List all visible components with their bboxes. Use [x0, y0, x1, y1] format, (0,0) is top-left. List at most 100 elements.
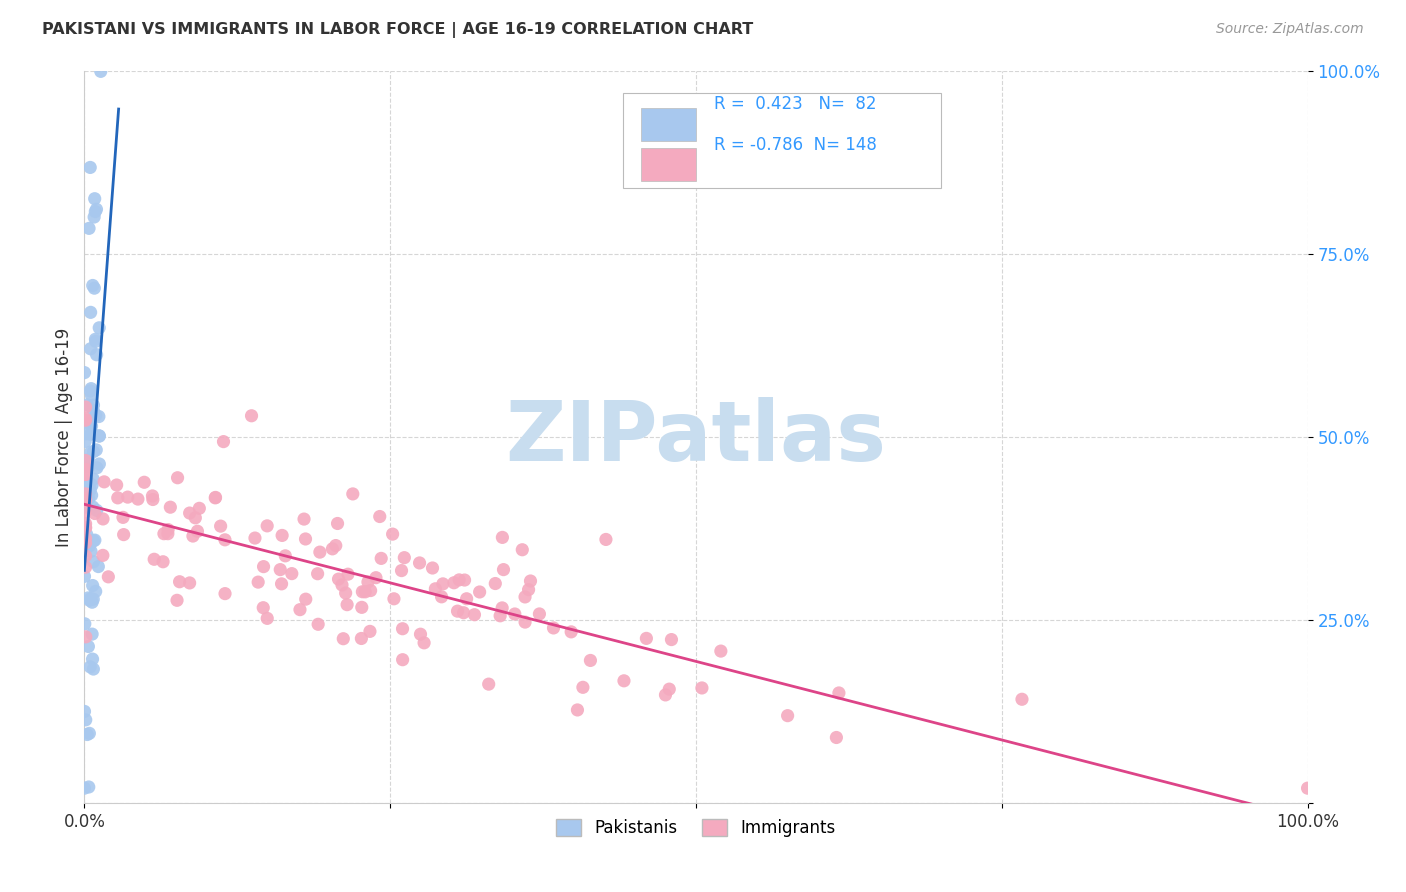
Point [517, 582, 540, 597]
Point [89, 429, 111, 443]
Point [484, 576, 506, 591]
Point [503, 607, 526, 621]
Point [79, 593, 101, 607]
Point [325, 539, 347, 553]
Point [75, 531, 97, 545]
Point [73, 483, 96, 497]
Point [76, 487, 98, 501]
Point [510, 542, 533, 557]
Point [159, 500, 181, 515]
Point [73, 366, 96, 380]
Point [107, 491, 129, 505]
Point [77, 780, 100, 794]
Point [432, 577, 454, 591]
Point [87, 409, 110, 424]
Point [364, 571, 387, 585]
Point [111, 510, 134, 524]
Point [73, 497, 96, 511]
Point [1011, 692, 1033, 706]
Point [77, 452, 100, 467]
Point [269, 563, 291, 577]
Point [97, 570, 120, 584]
Point [567, 703, 589, 717]
Point [77, 221, 100, 235]
Point [382, 591, 405, 606]
Point [75, 465, 97, 479]
Point [422, 561, 444, 575]
Point [112, 527, 135, 541]
Point [391, 564, 413, 578]
Point [84, 204, 107, 219]
Point [79, 483, 101, 497]
Point [76, 727, 98, 741]
Point [214, 586, 236, 600]
Point [463, 607, 485, 622]
Point [79, 427, 101, 442]
Point [492, 563, 515, 577]
Point [75, 413, 97, 427]
Point [184, 511, 207, 525]
Point [79, 726, 101, 740]
Point [613, 673, 636, 688]
Point [93, 475, 115, 489]
Point [478, 677, 501, 691]
Point [209, 519, 232, 533]
Point [453, 573, 475, 587]
Point [73, 480, 96, 494]
Point [77, 459, 100, 474]
Point [143, 552, 166, 566]
Point [240, 409, 263, 423]
Point [86, 348, 108, 362]
Point [79, 342, 101, 356]
Point [294, 592, 316, 607]
Point [89, 457, 111, 471]
Point [776, 708, 799, 723]
Point [79, 591, 101, 606]
Point [90, 64, 112, 78]
Point [157, 523, 180, 537]
Point [75, 493, 97, 508]
Point [204, 491, 226, 505]
Point [79, 161, 101, 175]
Point [84, 332, 107, 346]
Point [79, 660, 101, 674]
Point [86, 503, 108, 517]
Point [83, 192, 105, 206]
Point [256, 519, 278, 533]
Point [391, 653, 413, 667]
Point [117, 490, 139, 504]
Point [75, 560, 97, 574]
Point [75, 462, 97, 476]
Point [252, 600, 274, 615]
Point [430, 590, 453, 604]
Point [453, 606, 475, 620]
FancyBboxPatch shape [641, 148, 696, 181]
Point [79, 539, 101, 553]
Point [83, 533, 105, 548]
Point [513, 590, 536, 604]
Point [79, 417, 101, 431]
Point [84, 334, 107, 349]
Point [75, 521, 97, 535]
Point [79, 477, 101, 491]
Point [156, 526, 179, 541]
Point [491, 530, 513, 544]
Point [179, 576, 201, 591]
Point [141, 489, 163, 503]
Point [350, 632, 373, 646]
Point [83, 444, 105, 458]
Point [75, 467, 97, 482]
Point [381, 527, 404, 541]
Point [73, 781, 96, 796]
Point [256, 611, 278, 625]
Point [153, 526, 176, 541]
Point [84, 409, 107, 423]
Point [308, 545, 330, 559]
Point [449, 573, 471, 587]
Point [166, 471, 188, 485]
Point [75, 487, 97, 501]
Point [636, 632, 658, 646]
Point [82, 472, 104, 486]
Point [75, 412, 97, 426]
Point [342, 487, 364, 501]
